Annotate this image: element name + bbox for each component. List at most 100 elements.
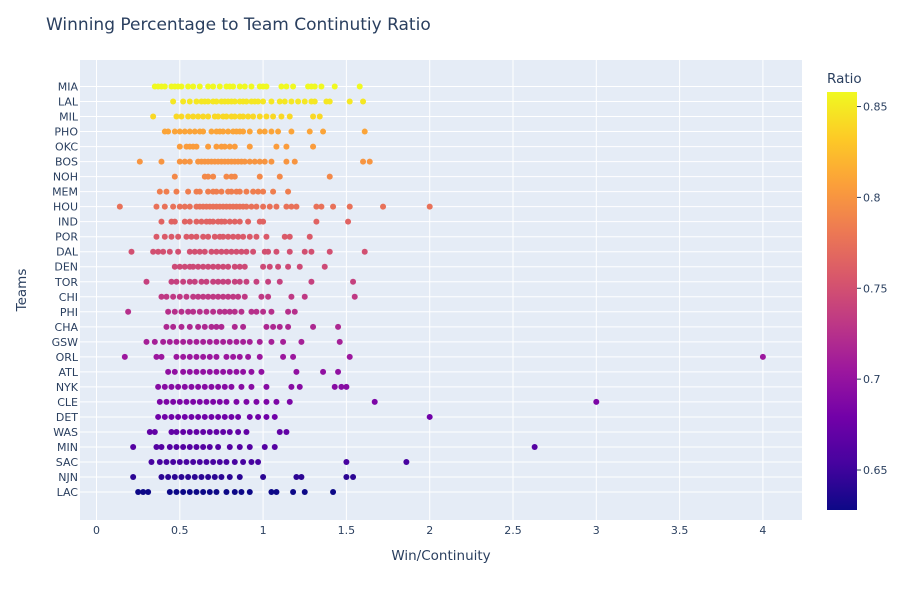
data-point bbox=[220, 368, 227, 375]
data-point bbox=[331, 383, 338, 390]
data-point bbox=[195, 323, 202, 330]
x-tick-label: 0.5 bbox=[171, 524, 189, 537]
data-point bbox=[335, 323, 342, 330]
data-point bbox=[213, 323, 220, 330]
data-point bbox=[191, 128, 198, 135]
data-point bbox=[228, 188, 235, 195]
data-point bbox=[233, 248, 240, 255]
data-point bbox=[231, 263, 238, 270]
data-point bbox=[211, 474, 218, 481]
data-point bbox=[230, 353, 237, 360]
data-point bbox=[246, 489, 253, 496]
data-point bbox=[265, 293, 272, 300]
data-point bbox=[143, 278, 150, 285]
data-point bbox=[200, 353, 207, 360]
data-point bbox=[195, 293, 202, 300]
colorbar-tick-label: 0.75 bbox=[863, 282, 888, 295]
data-point bbox=[180, 278, 187, 285]
data-point bbox=[310, 323, 317, 330]
data-point bbox=[165, 308, 172, 315]
data-point bbox=[230, 233, 237, 240]
data-point bbox=[218, 248, 225, 255]
y-tick-label: OKC bbox=[55, 141, 78, 154]
data-point bbox=[266, 203, 273, 210]
data-point bbox=[238, 383, 245, 390]
data-point bbox=[205, 113, 212, 120]
data-point bbox=[260, 98, 267, 105]
data-point bbox=[130, 474, 137, 481]
data-point bbox=[306, 233, 313, 240]
data-point bbox=[286, 248, 293, 255]
y-tick-label: LAL bbox=[58, 96, 79, 109]
data-point bbox=[175, 413, 182, 420]
data-point bbox=[403, 459, 410, 465]
data-point bbox=[276, 278, 283, 285]
x-tick-label: 3 bbox=[593, 524, 600, 537]
data-point bbox=[285, 188, 292, 195]
data-point bbox=[208, 248, 215, 255]
data-point bbox=[210, 459, 217, 465]
data-point bbox=[231, 308, 238, 315]
data-point bbox=[163, 188, 170, 195]
data-point bbox=[213, 248, 220, 255]
data-point bbox=[180, 443, 187, 450]
data-point bbox=[320, 368, 327, 375]
data-point bbox=[260, 218, 267, 225]
data-point bbox=[186, 278, 193, 285]
y-tick-label: DAL bbox=[56, 246, 79, 259]
data-point bbox=[186, 248, 193, 255]
data-point bbox=[205, 98, 212, 105]
data-point bbox=[216, 398, 223, 405]
data-point bbox=[153, 353, 160, 360]
data-point bbox=[191, 278, 198, 285]
data-point bbox=[146, 428, 153, 435]
data-point bbox=[186, 353, 193, 360]
data-point bbox=[193, 443, 200, 450]
data-point bbox=[186, 158, 193, 165]
data-point bbox=[313, 218, 320, 225]
data-point bbox=[231, 98, 238, 105]
data-point bbox=[206, 353, 213, 360]
data-point bbox=[306, 128, 313, 135]
data-point bbox=[175, 248, 182, 255]
data-point bbox=[193, 368, 200, 375]
data-point bbox=[326, 173, 333, 180]
data-point bbox=[228, 413, 235, 420]
data-point bbox=[298, 338, 305, 345]
data-point bbox=[246, 443, 253, 450]
data-point bbox=[210, 218, 217, 225]
data-point bbox=[206, 489, 213, 496]
y-tick-label: POR bbox=[55, 231, 78, 244]
data-point bbox=[245, 218, 252, 225]
data-point bbox=[231, 489, 238, 496]
data-point bbox=[233, 338, 240, 345]
data-point bbox=[246, 338, 253, 345]
data-point bbox=[140, 489, 147, 496]
data-point bbox=[241, 293, 248, 300]
data-point bbox=[281, 98, 288, 105]
data-point bbox=[240, 368, 247, 375]
data-point bbox=[226, 143, 233, 150]
data-point bbox=[273, 203, 280, 210]
data-point bbox=[223, 113, 230, 120]
data-point bbox=[231, 143, 238, 150]
data-point bbox=[346, 353, 353, 360]
data-point bbox=[186, 128, 193, 135]
data-point bbox=[173, 443, 180, 450]
data-point bbox=[196, 188, 203, 195]
data-point bbox=[158, 293, 165, 300]
data-point bbox=[261, 158, 268, 165]
y-tick-label: BOS bbox=[55, 156, 78, 169]
data-point bbox=[163, 398, 170, 405]
data-point bbox=[221, 308, 228, 315]
data-point bbox=[248, 308, 255, 315]
data-point bbox=[215, 413, 222, 420]
data-point bbox=[426, 413, 433, 420]
data-point bbox=[250, 248, 257, 255]
data-point bbox=[255, 188, 262, 195]
data-point bbox=[366, 158, 373, 165]
data-point bbox=[235, 428, 242, 435]
data-point bbox=[191, 474, 198, 481]
colorbar bbox=[827, 92, 857, 510]
data-point bbox=[263, 413, 270, 420]
